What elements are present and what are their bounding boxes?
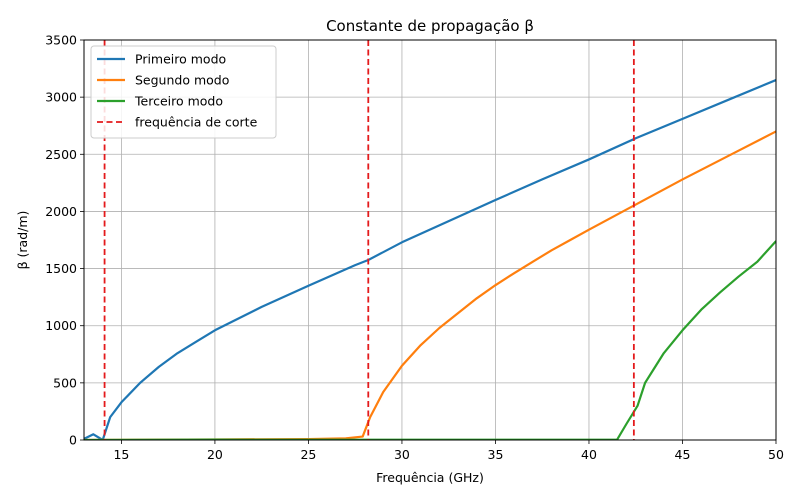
x-tick-label: 20 xyxy=(207,447,223,462)
y-tick-label: 1500 xyxy=(45,261,77,276)
x-tick-label: 50 xyxy=(768,447,784,462)
legend-box xyxy=(90,45,277,139)
y-tick-label: 0 xyxy=(69,433,77,448)
chart-title: Constante de propagação β xyxy=(326,17,534,35)
plot-frame xyxy=(83,39,777,441)
y-tick-label: 1000 xyxy=(45,318,77,333)
y-axis-label: β (rad/m) xyxy=(15,211,30,270)
legend: Primeiro modo Segundo modo Terceiro modo fr… xyxy=(90,45,277,139)
series-line-2 xyxy=(84,130,776,440)
x-axis-label: Frequência (GHz) xyxy=(376,470,484,485)
legend-label: Primeiro modo xyxy=(135,52,226,67)
legend-label: Terceiro modo xyxy=(134,94,223,109)
x-tick-label: 40 xyxy=(581,447,597,462)
y-tick-label: 3500 xyxy=(45,33,77,48)
series-line-1 xyxy=(84,78,776,440)
x-tick-label: 15 xyxy=(113,447,129,462)
legend-label: Segundo modo xyxy=(135,73,229,88)
y-tick-label: 3000 xyxy=(45,90,77,105)
x-tick-label: 35 xyxy=(488,447,504,462)
legend-label: frequência de corte xyxy=(135,115,258,130)
y-tick-label: 2500 xyxy=(45,147,77,162)
x-tick-label: 45 xyxy=(675,447,691,462)
axes: 15 20 25 30 35 40 45 50050010001500200025003000… xyxy=(45,33,784,463)
x-tick-label: 30 xyxy=(394,447,410,462)
y-tick-label: 2000 xyxy=(45,204,77,219)
x-tick-label: 25 xyxy=(300,447,316,462)
y-tick-label: 500 xyxy=(53,375,77,390)
